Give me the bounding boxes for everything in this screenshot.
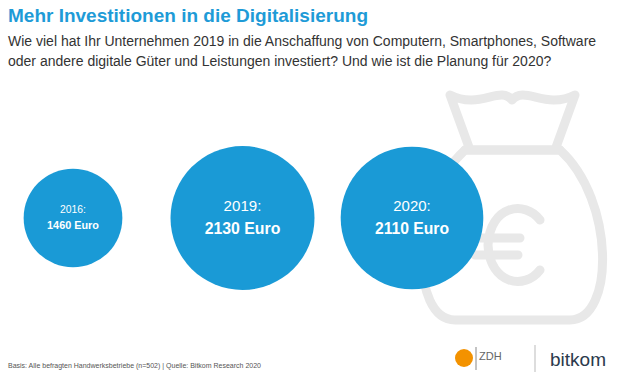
logos: ZDH bitkom	[455, 345, 606, 372]
zdh-emblem	[455, 349, 473, 367]
data-label: 2110 Euro	[375, 220, 449, 237]
bubbles	[24, 146, 484, 290]
subtitle-line: oder andere digitale Güter und Leistunge…	[8, 53, 551, 69]
data-label: 2130 Euro	[205, 220, 281, 237]
category-label: 2016:	[60, 204, 86, 215]
bubble	[171, 146, 315, 290]
subtitle-line: Wie viel hat Ihr Unternehmen 2019 in die…	[8, 33, 596, 49]
zdh-divider	[476, 347, 477, 370]
data-label: 1460 Euro	[47, 219, 99, 231]
bubble	[24, 169, 123, 268]
category-label: 2020:	[393, 197, 430, 214]
bubble	[341, 147, 484, 290]
category-label: 2019:	[224, 197, 262, 214]
bubble-labels: 2016: 2019: 2020: 1460 Euro 2130 Euro 2110 Eu…	[47, 197, 449, 237]
bag-top	[450, 95, 575, 150]
chart: Mehr Investitionen in die Digitalisierun…	[0, 0, 620, 380]
footnote: Basis: Alle befragten Handwerksbetriebe …	[8, 362, 261, 370]
euro-sign	[475, 209, 540, 282]
subtitle: Wie viel hat Ihr Unternehmen 2019 in die…	[8, 33, 596, 69]
title: Mehr Investitionen in die Digitalisierun…	[8, 5, 368, 26]
logo-divider	[535, 345, 536, 372]
logo-zdh: ZDH	[479, 350, 502, 362]
logo-bitkom: bitkom	[550, 349, 606, 370]
